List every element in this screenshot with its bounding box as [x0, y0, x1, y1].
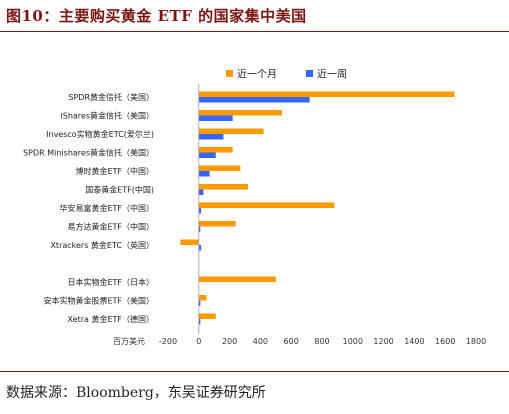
bar-week — [198, 319, 201, 325]
bars-group — [180, 91, 455, 325]
x-tick-label: 1400 — [404, 337, 424, 346]
x-tick-label: 1800 — [466, 337, 486, 346]
category-labels: SPDR黄金信托（美国） iShares黄金信托（美国） Invesco实物黄金ET… — [23, 92, 154, 324]
bar-month — [198, 91, 455, 97]
bar-month — [198, 313, 216, 319]
x-tick-label: 1600 — [435, 337, 455, 346]
bar-month — [198, 202, 335, 208]
unit-label: 百万美元 — [113, 336, 145, 346]
bar-week — [198, 115, 233, 121]
x-tick-label: 400 — [253, 337, 268, 346]
category-label: 易方达黄金ETF（中国） — [67, 222, 154, 232]
bar-month — [198, 184, 249, 190]
category-label: 日本实物金ETF（日本） — [67, 277, 154, 287]
category-label: Xtrackers 黄金ETC（英国） — [50, 240, 154, 250]
bar-week — [198, 134, 224, 140]
category-label: Invesco实物黄金ETC(爱尔兰) — [46, 129, 154, 139]
bar-week — [198, 208, 202, 214]
legend-swatch — [226, 70, 233, 77]
bar-week — [198, 300, 201, 306]
x-tick-label: 1000 — [343, 337, 363, 346]
bar-month — [180, 239, 199, 245]
bar-month — [198, 147, 233, 153]
x-tick-label: 600 — [284, 337, 299, 346]
x-tick-label: 800 — [314, 337, 329, 346]
x-tick-label: 1200 — [373, 337, 393, 346]
x-tick-label: 200 — [222, 337, 237, 346]
source-note: 数据来源：Bloomberg，东吴证券研究所 — [6, 385, 266, 401]
bar-week — [198, 171, 210, 177]
footer-divider — [0, 371, 509, 372]
bar-week — [198, 97, 310, 103]
bar-month — [198, 221, 236, 227]
bar-month — [198, 295, 207, 301]
title-divider — [0, 31, 509, 32]
x-tick-label: -200 — [159, 337, 177, 346]
figure-title: 图10：主要购买黄金 ETF 的国家集中美国 — [6, 7, 307, 25]
category-label: 博时黄金ETF（中国） — [75, 166, 154, 176]
bar-month — [198, 128, 264, 134]
x-axis: -200 0 200 400 600 800 1000 1200 1400 1600 1800 百万美… — [113, 84, 486, 346]
bar-week — [198, 152, 216, 158]
category-label: SPDR黄金信托（美国） — [68, 92, 154, 102]
bar-month — [198, 165, 241, 171]
category-label: SPDR Minishares黄金信托（美国） — [23, 148, 154, 158]
category-label: 安本实物黄金股票ETF（美国） — [43, 296, 154, 306]
bar-month — [198, 276, 276, 282]
bar-month — [198, 110, 282, 116]
legend-label: 近一个月 — [237, 68, 277, 81]
legend: 近一个月 近一周 — [226, 68, 347, 81]
legend-label: 近一周 — [317, 68, 347, 81]
bar-chart: 近一个月 近一周 -200 0 200 400 600 800 1000 1200 1400 160… — [23, 68, 486, 347]
category-label: 国泰黄金ETF(中国) — [85, 185, 154, 195]
category-label: iShares黄金信托（美国） — [61, 111, 154, 121]
bar-week — [198, 226, 201, 232]
bar-week — [198, 245, 202, 251]
x-tick-label: 0 — [196, 337, 201, 346]
legend-swatch — [306, 70, 313, 77]
category-label: 华安易富黄金ETF（中国） — [59, 203, 154, 213]
category-label: Xetra 黄金ETF（德国） — [68, 314, 154, 324]
bar-week — [198, 189, 204, 195]
